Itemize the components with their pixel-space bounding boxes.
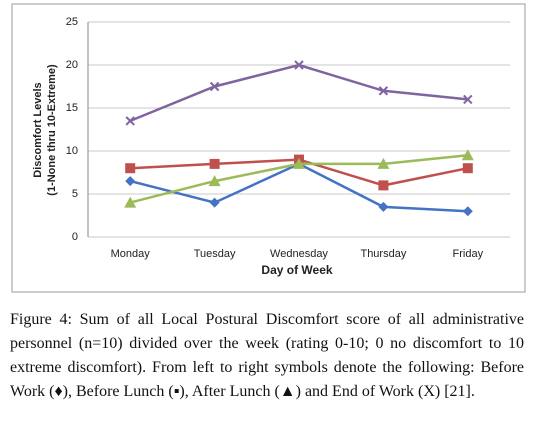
- x-axis-label: Day of Week: [261, 263, 332, 277]
- x-tick-label: Friday: [453, 248, 484, 260]
- y-tick-label: 0: [72, 231, 78, 243]
- marker: [378, 201, 389, 212]
- series-line: [129, 63, 468, 123]
- y-tick-label: 10: [66, 145, 78, 157]
- marker: [209, 158, 220, 169]
- marker: [125, 163, 136, 174]
- marker: [125, 176, 136, 187]
- x-tick-label: Tuesday: [194, 248, 236, 260]
- marker: [209, 197, 220, 208]
- chart-frame: [11, 3, 526, 293]
- marker: [461, 149, 474, 161]
- marker: [378, 86, 389, 96]
- y-tick-label: 5: [72, 188, 78, 200]
- marker: [293, 157, 305, 169]
- chart: Day of Week Discomfort Levels (1-None th…: [11, 3, 526, 293]
- x-tick-label: Wednesday: [270, 248, 328, 260]
- x-tick-label: Monday: [111, 248, 151, 260]
- marker: [377, 157, 390, 169]
- marker: [378, 180, 389, 191]
- marker: [208, 175, 221, 187]
- y-tick-label: 25: [66, 16, 78, 28]
- marker: [125, 116, 135, 126]
- caption: Figure 4: Sum of all Local Postural Disc…: [10, 311, 524, 400]
- y-axis-label: (1-None thru 10-Extreme): [46, 64, 58, 196]
- marker: [462, 206, 473, 217]
- series-line: [129, 162, 468, 213]
- marker: [294, 60, 304, 70]
- marker: [462, 163, 473, 174]
- marker: [209, 81, 220, 92]
- y-axis-label: Discomfort Levels: [32, 82, 44, 177]
- marker: [463, 94, 473, 105]
- marker: [124, 196, 137, 208]
- x-tick-label: Thursday: [360, 248, 406, 260]
- y-tick-label: 15: [66, 102, 78, 114]
- y-tick-label: 20: [66, 59, 78, 71]
